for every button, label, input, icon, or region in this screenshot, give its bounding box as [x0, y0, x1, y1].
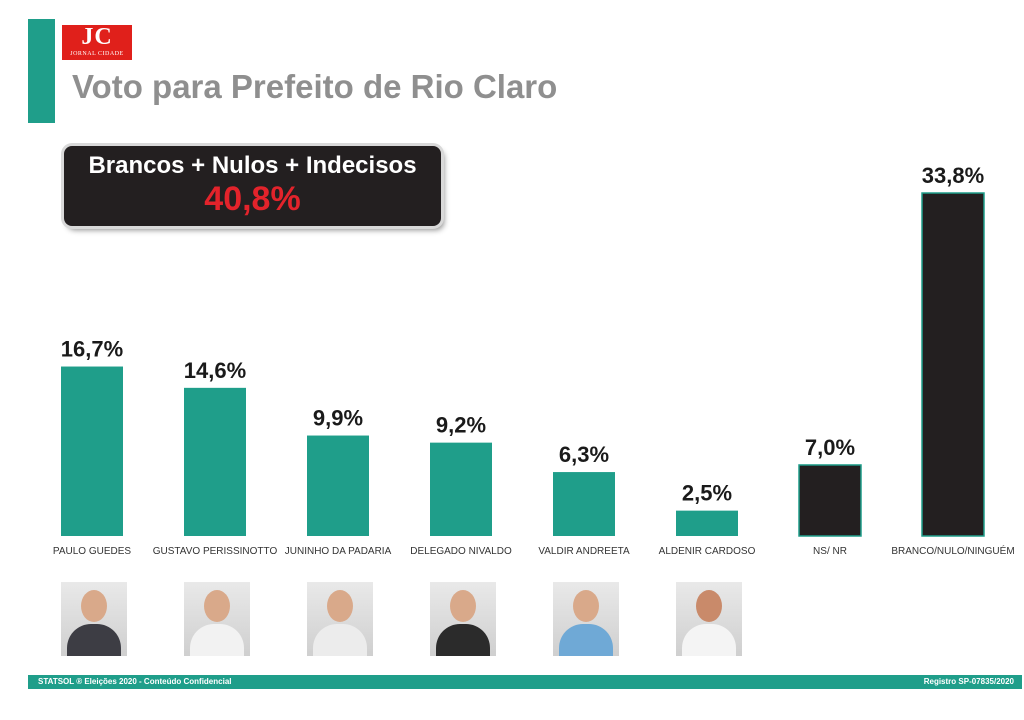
data-label-2: 9,9%: [313, 406, 363, 431]
logo-text: JC: [81, 24, 113, 50]
photo-delegado-nivaldo: [430, 582, 496, 656]
bar-1: [184, 387, 246, 536]
photo-aldenir-cardoso: [676, 582, 742, 656]
data-label-6: 7,0%: [805, 435, 855, 460]
logo-subtext: JORNAL CIDADE: [70, 51, 124, 57]
data-label-5: 2,5%: [682, 481, 732, 506]
callout-label: Brancos + Nulos + Indecisos: [88, 152, 417, 179]
undecided-callout: Brancos + Nulos + Indecisos 40,8%: [64, 146, 441, 226]
footer-right-text: Registro SP-07835/2020: [923, 677, 1014, 686]
category-label-3: DELEGADO NIVALDO: [410, 546, 512, 557]
footer-bar: STATSOL ® Eleições 2020 - Conteúdo Confi…: [28, 675, 1022, 689]
bar-5: [676, 510, 738, 536]
photo-gustavo-perissinotto: [184, 582, 250, 656]
data-label-4: 6,3%: [559, 442, 609, 467]
photo-juninho-da-padaria: [307, 582, 373, 656]
jc-logo: JC JORNAL CIDADE: [62, 25, 132, 60]
bar-3: [430, 442, 492, 536]
callout-value: 40,8%: [204, 180, 301, 218]
bar-6: [798, 464, 862, 537]
category-label-4: VALDIR ANDREETA: [538, 546, 630, 557]
data-label-0: 16,7%: [61, 337, 123, 362]
data-label-3: 9,2%: [436, 413, 486, 438]
photo-paulo-guedes: [61, 582, 127, 656]
bar-0: [61, 366, 123, 536]
data-label-7: 33,8%: [922, 163, 984, 188]
category-label-6: NS/ NR: [813, 546, 847, 557]
bar-7: [921, 192, 985, 537]
footer-left-text: STATSOL ® Eleições 2020 - Conteúdo Confi…: [38, 677, 232, 686]
chart-title: Voto para Prefeito de Rio Claro: [72, 68, 558, 105]
data-label-1: 14,6%: [184, 358, 246, 383]
bar-4: [553, 472, 615, 536]
category-label-7: BRANCO/NULO/NINGUÉM: [891, 544, 1014, 557]
category-label-1: GUSTAVO PERISSINOTTO: [153, 546, 278, 557]
category-label-2: JUNINHO DA PADARIA: [285, 546, 392, 557]
category-label-5: ALDENIR CARDOSO: [659, 546, 756, 557]
category-label-0: PAULO GUEDES: [53, 546, 131, 557]
photo-valdir-andreeta: [553, 582, 619, 656]
bar-2: [307, 435, 369, 536]
header-accent-bar: [28, 19, 55, 123]
